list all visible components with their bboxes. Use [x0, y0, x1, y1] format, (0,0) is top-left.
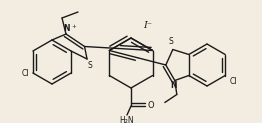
Text: I⁻: I⁻ — [144, 21, 152, 30]
Text: H₂N: H₂N — [120, 116, 134, 123]
Text: O: O — [148, 101, 155, 110]
Text: N: N — [64, 24, 70, 33]
Text: S: S — [168, 37, 173, 46]
Text: Cl: Cl — [21, 69, 29, 77]
Text: +: + — [71, 24, 76, 29]
Text: Cl: Cl — [229, 77, 237, 86]
Text: S: S — [88, 61, 92, 70]
Text: N: N — [171, 82, 177, 91]
